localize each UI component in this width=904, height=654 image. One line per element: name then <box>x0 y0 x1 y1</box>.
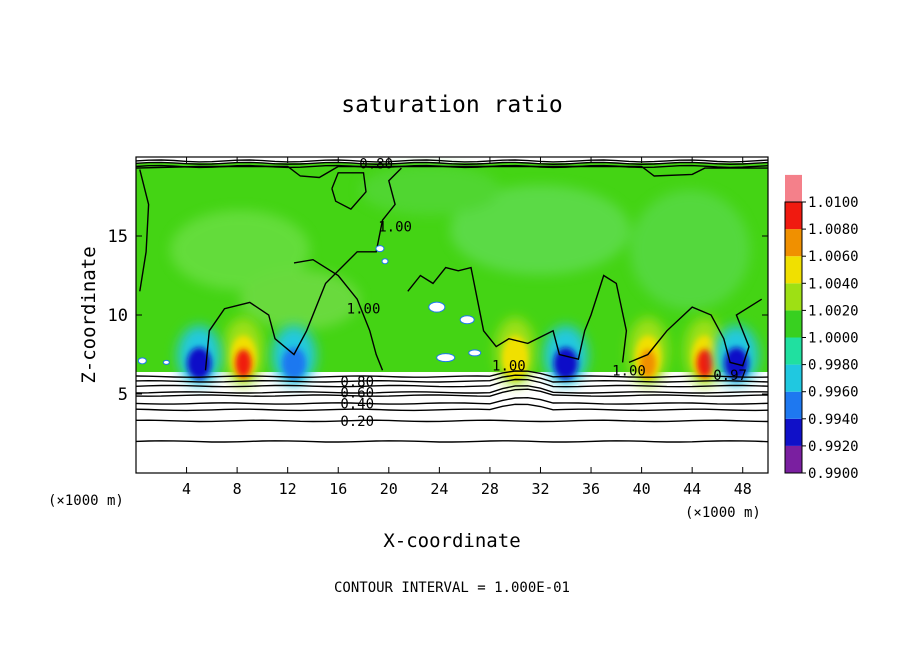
contour-upper <box>136 165 768 179</box>
contour-label: 0.80 <box>340 374 374 390</box>
y-tick-label: 5 <box>118 385 128 405</box>
colorbar-tick-label: 1.0080 <box>808 222 859 238</box>
colorbar-tick-label: 0.9980 <box>808 358 859 374</box>
x-tick-label: 12 <box>279 480 297 498</box>
dry-pocket <box>436 353 456 363</box>
colorbar-swatch <box>785 337 802 365</box>
contour-labels: 0.801.001.001.00 1.00 0.970.800.600.400.20 <box>340 156 747 430</box>
contour-lines <box>136 159 768 443</box>
colorbar-tick-label: 1.0100 <box>808 195 859 211</box>
colorbar-tick-label: 0.9920 <box>808 439 859 455</box>
colorbar-tick-label: 1.0040 <box>808 276 859 292</box>
colorbar-swatch <box>785 283 802 311</box>
contour-label: 0.80 <box>359 156 393 172</box>
colorbar-tick-label: 1.0020 <box>808 303 859 319</box>
x-tick-label: 40 <box>633 480 651 498</box>
x-axis-label: X-coordinate <box>383 530 520 552</box>
contour-stable-layer <box>136 440 768 443</box>
contour-stable-layer <box>136 396 768 405</box>
colorbar-swatch <box>785 418 802 446</box>
contour-upper-boundary <box>136 161 768 166</box>
colorbar: 0.9900 0.9920 0.9940 0.9960 0.9980 1.0000 1.00… <box>784 174 859 482</box>
moist-maximum <box>235 349 252 378</box>
colorbar-swatch <box>785 445 802 473</box>
colorbar-swatch <box>785 364 802 392</box>
dry-pocket <box>468 349 482 357</box>
dry-pocket <box>137 357 147 365</box>
colorbar-swatch <box>785 391 802 419</box>
x-unit-left: (×1000 m) <box>48 493 124 509</box>
field-extrema <box>177 317 759 386</box>
contour-upper-boundary <box>136 159 768 163</box>
dry-minimum <box>553 347 578 380</box>
colorbar-tick-label: 0.9960 <box>808 385 859 401</box>
x-tick-label: 44 <box>683 480 701 498</box>
y-axis-label: Z-coordinate <box>78 246 100 383</box>
chart-title: saturation ratio <box>341 92 563 118</box>
x-tick-label: 16 <box>329 480 347 498</box>
contour-label: 0.40 <box>340 396 374 412</box>
plot-area: 0.801.001.001.00 1.00 0.970.800.600.400.20 <box>136 156 768 473</box>
contour-stable-layer <box>136 403 768 412</box>
colorbar-tick-label: 0.9940 <box>808 412 859 428</box>
colorbar-swatch <box>785 202 802 230</box>
moist-maximum <box>696 349 713 378</box>
colorbar-swatch <box>785 310 802 338</box>
dry-minimum <box>282 347 306 380</box>
x-tick-label: 24 <box>430 480 448 498</box>
contour-label: 0.97 <box>713 368 747 384</box>
contour-1-00 <box>204 167 402 371</box>
dry-pocket <box>162 359 170 365</box>
contour-1-00 <box>407 266 628 363</box>
contour-1-00-loop <box>331 172 367 210</box>
dry-pocket <box>428 301 446 313</box>
contour-1-00 <box>293 258 384 371</box>
contour-stable-layer <box>136 419 768 423</box>
contour-stable-layer <box>136 385 768 394</box>
contour-label: 1.00 <box>612 363 646 379</box>
x-unit-right: (×1000 m) <box>685 505 761 521</box>
colorbar-tick-label: 1.0060 <box>808 249 859 265</box>
dry-pocket <box>459 315 475 325</box>
y-axis: 5 10 15 <box>108 227 768 405</box>
x-tick-label: 8 <box>233 480 242 498</box>
x-tick-label: 32 <box>531 480 549 498</box>
dry-pocket <box>381 258 389 265</box>
contour-1-00 <box>139 169 150 292</box>
contour-label: 0.20 <box>340 414 374 430</box>
colorbar-tick-label: 1.0000 <box>808 331 859 347</box>
contour-stable-layer <box>136 388 768 397</box>
contour-label: 1.00 <box>492 359 526 375</box>
x-tick-label: 20 <box>380 480 398 498</box>
colorbar-swatch <box>785 256 802 284</box>
x-tick-label: 28 <box>481 480 499 498</box>
contour-label: 0.60 <box>340 385 374 401</box>
dry-pocket <box>375 245 385 253</box>
x-tick-label: 4 <box>182 480 191 498</box>
contour-stable-layer <box>136 374 768 383</box>
dry-minimum <box>187 347 212 380</box>
colorbar-swatch <box>785 174 802 202</box>
contour-1-00 <box>628 298 763 367</box>
contour-label: 1.00 <box>347 302 381 318</box>
contour-interval-note: CONTOUR INTERVAL = 1.000E-01 <box>334 580 570 596</box>
x-axis: 4 8 12 16 20 24 28 32 36 40 44 48 <box>182 157 752 498</box>
contour-stable-layer <box>136 370 768 378</box>
x-tick-label: 36 <box>582 480 600 498</box>
contour-label: 1.00 <box>378 220 412 236</box>
colorbar-tick-label: 0.9900 <box>808 466 859 482</box>
x-tick-label: 48 <box>734 480 752 498</box>
colorbar-swatch <box>785 229 802 257</box>
y-tick-label: 15 <box>108 227 128 247</box>
contour-stable-layer <box>136 378 768 388</box>
y-tick-label: 10 <box>108 306 128 326</box>
